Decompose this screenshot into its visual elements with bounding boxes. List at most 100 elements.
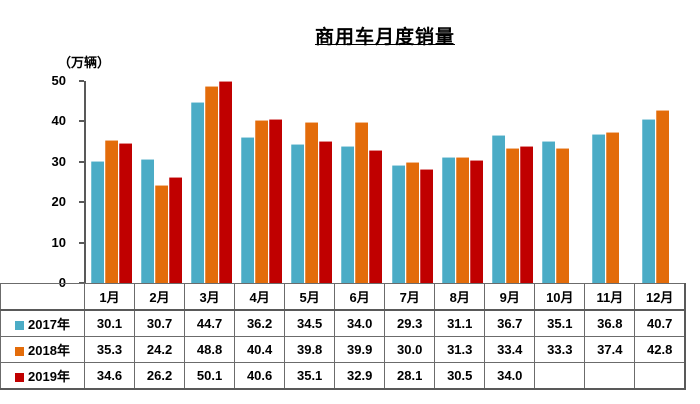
- bar-2018年-11月: [606, 131, 620, 283]
- bar-2017年-4月: [241, 136, 255, 283]
- bar-group-5月: [287, 81, 337, 283]
- y-axis-tick-label: 40: [51, 113, 66, 129]
- value-cell: 30.0: [384, 336, 436, 363]
- bar-group-4月: [237, 81, 287, 283]
- month-header-cell: 2月: [134, 283, 186, 311]
- month-header-cell: 7月: [384, 283, 436, 311]
- month-header-cell: 9月: [484, 283, 536, 311]
- bar-2018年-8月: [455, 156, 469, 283]
- table-corner-cell: [0, 283, 85, 311]
- value-cell: 34.5: [284, 309, 336, 337]
- value-cell: 35.1: [284, 362, 336, 390]
- value-cell: 39.8: [284, 336, 336, 363]
- y-axis-tick-mark: [79, 80, 84, 82]
- series-name-label: 2017年: [28, 317, 70, 332]
- value-cell: 24.2: [134, 336, 186, 363]
- plot-area: [79, 80, 688, 284]
- bar-2017年-2月: [140, 158, 154, 283]
- value-cell: 33.4: [484, 336, 536, 363]
- bar-2018年-7月: [405, 161, 419, 283]
- series-legend-cell: 2019年: [0, 362, 85, 390]
- bar-group-1月: [86, 81, 136, 283]
- value-cell: 35.3: [83, 336, 136, 363]
- bar-2017年-3月: [190, 102, 204, 283]
- table-row-2018年: 2018年 35.3 24.2 48.8 40.4 39.8 39.9 30.0 31.3 33.…: [0, 336, 687, 363]
- value-cell: 32.9: [334, 362, 386, 390]
- y-axis-tick-mark: [79, 241, 84, 244]
- series-legend-cell: 2018年: [0, 336, 85, 363]
- value-cell: 34.0: [484, 362, 536, 390]
- bar-2017年-5月: [291, 143, 305, 283]
- bar-2017年-8月: [441, 157, 455, 283]
- series-name-label: 2018年: [28, 343, 70, 358]
- bar-2019年-9月: [519, 145, 533, 283]
- bar-group-8月: [437, 81, 487, 283]
- bar-2019年-7月: [419, 169, 433, 283]
- bar-2018年-4月: [255, 119, 269, 283]
- bar-2017年-9月: [491, 134, 505, 283]
- y-axis-tick-mark: [79, 201, 84, 204]
- bar-2017年-6月: [341, 145, 355, 283]
- y-axis-unit-label: （万辆）: [58, 55, 111, 70]
- table-row-2019年: 2019年 34.6 26.2 50.1 40.6 35.1 32.9 28.1 30.5 34.…: [0, 362, 687, 390]
- value-cell: 33.3: [534, 336, 586, 363]
- bar-2018年-5月: [305, 122, 319, 283]
- bar-2018年-2月: [154, 185, 168, 283]
- y-axis-tick-mark: [79, 120, 84, 123]
- value-cell: 30.7: [134, 309, 186, 337]
- value-cell: 50.1: [184, 362, 236, 390]
- value-cell: 44.7: [184, 309, 236, 337]
- value-cell: 35.1: [534, 309, 586, 337]
- bar-2017年-12月: [642, 118, 656, 283]
- bar-2019年-5月: [319, 141, 333, 283]
- month-header-cell: 12月: [634, 283, 687, 311]
- value-cell: 40.6: [234, 362, 286, 390]
- value-cell: 34.6: [83, 362, 136, 390]
- y-axis-tick-mark: [79, 282, 84, 284]
- value-cell: 48.8: [184, 336, 236, 363]
- bar-group-7月: [387, 81, 437, 283]
- month-header-cell: 1月: [83, 283, 136, 311]
- value-cell: [634, 362, 687, 390]
- table-row-2017年: 2017年 30.1 30.7 44.7 36.2 34.5 34.0 29.3 31.1 36.…: [0, 309, 687, 337]
- bar-2019年-3月: [218, 80, 232, 283]
- bar-2018年-3月: [204, 85, 218, 283]
- bar-group-10月: [538, 81, 588, 283]
- value-cell: 36.2: [234, 309, 286, 337]
- value-cell: 37.4: [584, 336, 636, 363]
- month-header-cell: 5月: [284, 283, 336, 311]
- month-header-cell: 4月: [234, 283, 286, 311]
- legend-color-swatch: [15, 372, 25, 382]
- y-axis-tick-label: 0: [58, 275, 66, 290]
- data-table: 1月 2月 3月 4月 5月 6月 7月 8月 9月 10月 11月 12月 2017年 30.1 30.7…: [0, 283, 687, 390]
- bar-2018年-6月: [355, 121, 369, 283]
- bar-2018年-9月: [505, 148, 519, 283]
- y-axis-tick-mark: [79, 160, 84, 163]
- y-axis-labels: 0 10 20 30 40 50: [24, 0, 66, 300]
- value-cell: 42.8: [634, 336, 687, 363]
- bar-2019年-1月: [118, 143, 132, 283]
- value-cell: 31.1: [434, 309, 486, 337]
- bar-2019年-2月: [168, 177, 182, 283]
- bar-group-3月: [186, 80, 236, 283]
- bar-2017年-7月: [391, 164, 405, 283]
- month-header-cell: 11月: [584, 283, 636, 311]
- bar-group-9月: [487, 81, 537, 283]
- value-cell: 28.1: [384, 362, 436, 390]
- bar-2018年-10月: [556, 148, 570, 283]
- legend-color-swatch: [15, 320, 25, 330]
- bar-2017年-1月: [90, 161, 104, 283]
- bar-2018年-12月: [656, 110, 670, 283]
- value-cell: 36.8: [584, 309, 636, 337]
- value-cell: 36.7: [484, 309, 536, 337]
- series-name-label: 2019年: [28, 369, 70, 384]
- value-cell: [534, 362, 586, 390]
- value-cell: 30.1: [83, 309, 136, 337]
- y-axis-tick-label: 30: [51, 153, 66, 169]
- value-cell: 40.4: [234, 336, 286, 363]
- chart-title: 商用车月度销量: [314, 27, 455, 48]
- bar-2017年-10月: [542, 141, 556, 283]
- bar-2019年-6月: [369, 150, 383, 283]
- value-cell: 26.2: [134, 362, 186, 390]
